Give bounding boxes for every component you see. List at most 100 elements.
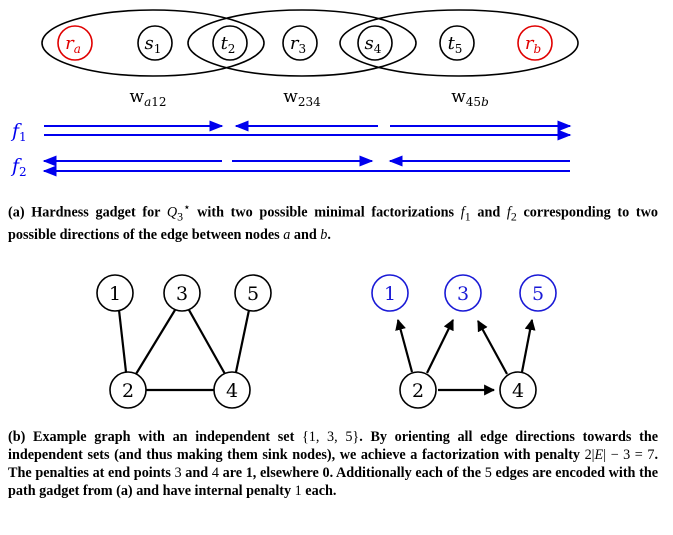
caption-math: 3 [174, 465, 182, 481]
caption-b: (b) Example graph with an independent se… [8, 428, 658, 500]
node-label: ra [65, 33, 81, 56]
label-sub: 4 [374, 42, 382, 56]
caption-math: 3 [177, 209, 184, 224]
caption-text: edges are encoded with the path gadget f… [8, 465, 659, 499]
graph-node [444, 274, 482, 312]
caption-text: and [470, 204, 507, 221]
edge [520, 318, 536, 373]
gadget-node [212, 25, 248, 61]
graph-node [213, 371, 251, 409]
caption-math: Q [166, 204, 178, 221]
node-label: 5 [532, 283, 544, 305]
node-label: 3 [176, 283, 188, 305]
label-base: w [451, 87, 466, 107]
node-label: r3 [290, 33, 306, 56]
node-label: rb [525, 33, 541, 56]
caption-text: corresponding to two possible directions… [8, 204, 658, 243]
label-sub: 1 [19, 130, 27, 144]
node-label: t5 [448, 33, 463, 56]
label-base: r [290, 33, 300, 54]
graph-node [96, 274, 134, 312]
caption-math: 2| [584, 447, 595, 463]
factorization-label: f1 [10, 120, 27, 144]
label-sub: 5 [455, 42, 463, 56]
set-label: w234 [283, 87, 321, 109]
caption-text: . [327, 226, 331, 243]
label-sub: 3 [298, 42, 306, 56]
caption-math: a [283, 226, 291, 243]
gadget-node [439, 25, 475, 61]
caption-math: f [460, 204, 465, 221]
label-base: t [221, 33, 229, 54]
caption-math: 1 [464, 209, 471, 224]
caption-math: 2 [510, 209, 517, 224]
arrows [42, 120, 572, 177]
edge [117, 309, 128, 373]
node-label: 2 [412, 380, 424, 402]
graph-node [499, 371, 537, 409]
node-label: 5 [247, 283, 259, 305]
graph-node [234, 274, 272, 312]
node-label: 4 [226, 380, 238, 402]
label-base: r [65, 33, 75, 54]
set-ellipse [339, 9, 579, 77]
label-sub: 2 [19, 165, 27, 179]
caption-math: E [594, 447, 604, 463]
edge [395, 318, 414, 373]
caption-math: 4 [211, 465, 219, 481]
graph-node [163, 274, 201, 312]
label-base: s [145, 33, 154, 54]
node-label: 3 [457, 283, 469, 305]
caption-text: (a) Hardness gadget for [8, 204, 167, 221]
label-sub: 2 [228, 42, 236, 56]
gadget-node [57, 25, 93, 61]
caption-text: and [181, 465, 212, 481]
caption-math: ⋆ [183, 200, 191, 214]
caption-text: . By orienting all edge directions towar… [8, 429, 659, 463]
label-sub: b [533, 42, 541, 56]
caption-text: (b) Example graph with an independent se… [8, 429, 302, 445]
right-edges [395, 318, 536, 396]
edge [188, 309, 226, 375]
label-sub: 12 [151, 95, 166, 109]
caption-math: f [506, 204, 511, 221]
left-edges [117, 309, 251, 392]
edge [426, 319, 454, 374]
set-ellipse [187, 9, 417, 77]
caption-math: b [320, 226, 328, 243]
node-label: 4 [512, 380, 524, 402]
set-label: w45b [451, 87, 489, 109]
caption-text: and [290, 226, 321, 243]
label-base: r [525, 33, 535, 54]
caption-text: are 1, elsewhere 0. Additionally each of… [218, 465, 485, 481]
label-base: t [448, 33, 456, 54]
graph-node [371, 274, 409, 312]
label-base: f [10, 120, 22, 142]
caption-text: . The penalties at end points [8, 447, 658, 481]
node-label: 1 [384, 283, 396, 305]
label-base: w [130, 87, 145, 107]
gadget-node [282, 25, 318, 61]
caption-text: with two possible minimal factorizations [190, 204, 461, 221]
factorization-label: f2 [10, 155, 27, 179]
caption-a: (a) Hardness gadget for Q3⋆ with two pos… [8, 198, 658, 244]
graph-node [109, 371, 147, 409]
label-base: w [283, 87, 298, 107]
label-sub: 234 [298, 95, 321, 109]
caption-math: {1, 3, 5} [301, 429, 360, 445]
label-base: s [365, 33, 374, 54]
caption-text: each. [301, 483, 337, 499]
sets [41, 9, 579, 77]
caption-math: 5 [484, 465, 492, 481]
caption-math: 1 [294, 483, 302, 499]
edge [477, 320, 508, 375]
node-label: 1 [109, 283, 121, 305]
gadget-node [357, 25, 393, 61]
label-base: f [10, 155, 22, 177]
node-label: s1 [145, 33, 162, 56]
graph-node [399, 371, 437, 409]
gadget-node [137, 25, 173, 61]
caption-math: | − 3 = 7 [603, 447, 655, 463]
